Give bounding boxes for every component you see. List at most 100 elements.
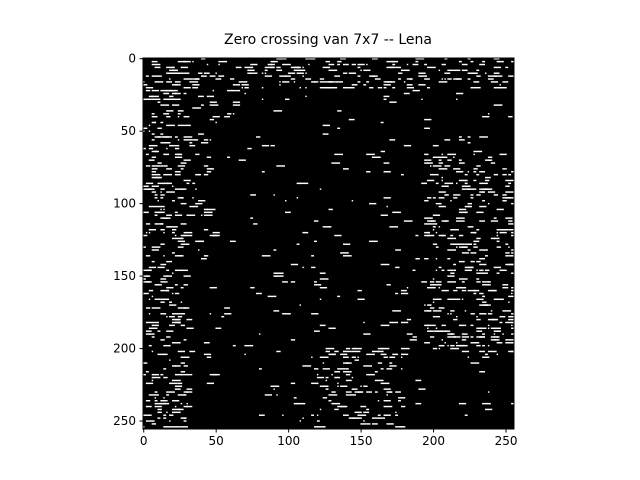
image-pixel-run bbox=[458, 234, 464, 237]
image-pixel-run bbox=[209, 313, 212, 315]
image-pixel-run bbox=[508, 223, 517, 225]
image-pixel-run bbox=[467, 356, 470, 358]
image-pixel-run bbox=[337, 110, 342, 112]
image-pixel-run bbox=[490, 310, 493, 312]
image-pixel-run bbox=[261, 98, 264, 101]
image-pixel-run bbox=[177, 350, 186, 353]
image-pixel-run bbox=[282, 281, 288, 283]
image-pixel-run bbox=[186, 327, 194, 330]
image-pixel-run bbox=[456, 220, 465, 222]
image-pixel-run bbox=[337, 127, 341, 130]
image-pixel-run bbox=[270, 66, 275, 69]
image-pixel-run bbox=[383, 197, 391, 199]
image-pixel-run bbox=[508, 318, 516, 321]
image-pixel-run bbox=[143, 234, 148, 237]
image-pixel-run bbox=[508, 263, 516, 266]
image-pixel-run bbox=[186, 405, 188, 408]
y-tick-label: 250 bbox=[113, 414, 136, 428]
image-pixel-run bbox=[342, 63, 346, 66]
image-pixel-run bbox=[192, 86, 199, 89]
image-pixel-run bbox=[435, 281, 442, 283]
image-pixel-run bbox=[212, 373, 220, 376]
image-pixel-run bbox=[154, 81, 164, 83]
image-pixel-run bbox=[195, 202, 203, 205]
image-pixel-run bbox=[261, 86, 264, 89]
image-pixel-run bbox=[432, 229, 435, 231]
image-pixel-run bbox=[151, 168, 158, 170]
image-pixel-run bbox=[314, 368, 319, 370]
image-pixel-run bbox=[171, 414, 174, 416]
image-pixel-run bbox=[273, 275, 278, 277]
image-pixel-run bbox=[334, 371, 341, 373]
image-pixel-run bbox=[505, 252, 510, 254]
image-pixel-run bbox=[427, 234, 435, 237]
image-pixel-run bbox=[424, 257, 429, 260]
image-pixel-run bbox=[282, 63, 291, 66]
image-pixel-run bbox=[154, 397, 157, 399]
image-pixel-run bbox=[392, 86, 396, 89]
image-pixel-run bbox=[511, 324, 513, 327]
image-pixel-run bbox=[467, 171, 470, 173]
image-pixel-run bbox=[438, 226, 441, 228]
image-pixel-run bbox=[305, 86, 307, 89]
image-pixel-run bbox=[325, 347, 335, 350]
image-pixel-run bbox=[235, 66, 242, 69]
image-pixel-run bbox=[151, 98, 161, 101]
image-pixel-run bbox=[160, 339, 165, 341]
image-pixel-run bbox=[485, 269, 490, 272]
image-pixel-run bbox=[189, 205, 199, 208]
image-pixel-run bbox=[200, 58, 206, 60]
image-pixel-run bbox=[429, 220, 436, 222]
image-texture bbox=[143, 58, 520, 428]
image-pixel-run bbox=[380, 150, 386, 153]
image-pixel-run bbox=[406, 286, 409, 289]
image-pixel-run bbox=[232, 104, 241, 106]
image-pixel-run bbox=[351, 417, 359, 419]
image-pixel-run bbox=[177, 255, 183, 257]
image-pixel-run bbox=[493, 327, 501, 330]
image-pixel-run bbox=[473, 289, 480, 292]
image-pixel-run bbox=[154, 391, 158, 393]
image-pixel-run bbox=[444, 330, 451, 332]
image-pixel-run bbox=[412, 89, 420, 92]
image-pixel-run bbox=[334, 376, 341, 379]
image-pixel-run bbox=[319, 298, 322, 301]
x-tick-label: 150 bbox=[350, 434, 373, 448]
image-pixel-run bbox=[464, 324, 467, 327]
image-pixel-run bbox=[171, 400, 180, 402]
image-pixel-run bbox=[206, 95, 210, 98]
image-pixel-run bbox=[418, 75, 428, 77]
image-pixel-run bbox=[174, 211, 178, 214]
image-pixel-run bbox=[456, 92, 464, 95]
image-pixel-run bbox=[169, 226, 178, 228]
image-pixel-run bbox=[482, 284, 491, 286]
image-pixel-run bbox=[453, 263, 457, 266]
image-pixel-run bbox=[148, 229, 157, 231]
image-pixel-run bbox=[473, 243, 477, 245]
image-pixel-run bbox=[429, 173, 439, 176]
image-pixel-run bbox=[487, 156, 493, 158]
image-pixel-run bbox=[319, 86, 329, 89]
image-pixel-run bbox=[209, 139, 212, 141]
image-pixel-run bbox=[157, 136, 167, 138]
image-pixel-run bbox=[424, 324, 429, 327]
image-pixel-run bbox=[479, 336, 486, 338]
image-pixel-run bbox=[447, 344, 449, 347]
image-pixel-run bbox=[212, 231, 220, 234]
image-pixel-run bbox=[438, 168, 448, 170]
image-pixel-run bbox=[496, 60, 504, 63]
image-pixel-run bbox=[354, 411, 362, 414]
image-pixel-run bbox=[403, 220, 413, 222]
image-pixel-run bbox=[232, 84, 241, 86]
image-pixel-run bbox=[493, 86, 503, 89]
image-pixel-run bbox=[174, 237, 184, 240]
image-pixel-run bbox=[348, 86, 355, 89]
image-pixel-run bbox=[183, 391, 188, 393]
image-pixel-run bbox=[511, 252, 520, 254]
image-pixel-run bbox=[476, 344, 481, 347]
image-pixel-run bbox=[496, 234, 499, 237]
image-pixel-run bbox=[389, 356, 396, 358]
image-pixel-run bbox=[157, 101, 161, 103]
image-pixel-run bbox=[180, 324, 186, 327]
image-pixel-run bbox=[160, 104, 170, 106]
